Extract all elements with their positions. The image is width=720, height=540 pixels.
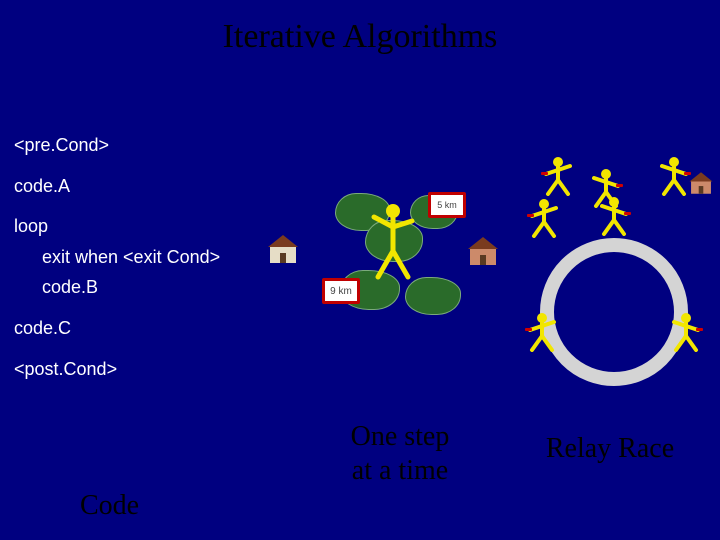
caption-code: Code [80, 490, 139, 522]
track-icon [540, 238, 688, 386]
distance-sign: 9 km [322, 278, 360, 304]
code-exit: exit when <exit Cond> [42, 242, 220, 273]
walker-icon [368, 203, 418, 283]
caption-one-step: One step at a time [320, 420, 480, 487]
house-icon [466, 235, 500, 267]
runner-icon [540, 156, 574, 196]
code-loop: loop [14, 211, 220, 242]
code-a: code.A [14, 171, 220, 202]
page-title: Iterative Algorithms [223, 18, 498, 56]
house-icon [266, 233, 300, 265]
code-c: code.C [14, 313, 220, 344]
runner-icon [598, 196, 632, 236]
runner-icon [526, 198, 560, 238]
relay-illustration [520, 160, 710, 390]
runner-icon [658, 156, 692, 196]
caption-line: One step [351, 421, 450, 452]
distance-sign: 5 km [428, 192, 466, 218]
caption-line: at a time [352, 455, 448, 486]
code-precond: <pre.Cond> [14, 130, 220, 161]
runner-icon [670, 312, 704, 352]
code-postcond: <post.Cond> [14, 354, 220, 385]
code-b: code.B [42, 272, 220, 303]
code-block: <pre.Cond> code.A loop exit when <exit C… [14, 130, 220, 384]
house-icon [688, 170, 714, 196]
caption-relay: Relay Race [530, 432, 690, 466]
runner-icon [524, 312, 558, 352]
